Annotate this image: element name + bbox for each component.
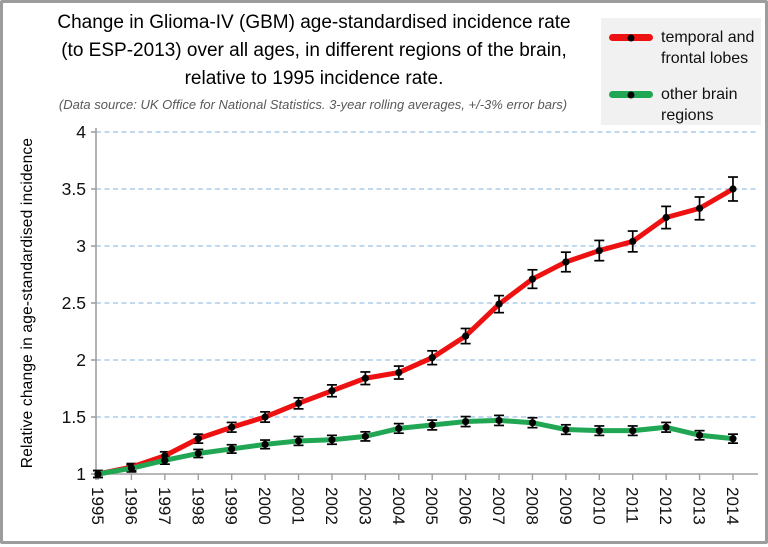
y-tick-label: 2 — [76, 350, 86, 370]
x-tick-label: 1995 — [88, 487, 107, 525]
y-tick-label: 3 — [76, 236, 86, 256]
y-tick-label: 1 — [76, 464, 86, 484]
data-point-marker — [695, 431, 704, 439]
chart-title-line-3: relative to 1995 incidence rate. — [184, 68, 444, 89]
marker-dot-icon — [627, 34, 635, 41]
data-point-marker — [261, 413, 269, 421]
marker-dot-icon — [627, 91, 635, 98]
x-tick-label: 2004 — [389, 487, 408, 525]
data-point-marker — [294, 399, 303, 407]
data-point-marker — [94, 470, 102, 478]
data-point-marker — [161, 456, 169, 464]
data-point-marker — [328, 387, 336, 395]
legend-label: other brain regions — [661, 86, 738, 124]
data-point-marker — [562, 425, 570, 434]
data-point-marker — [361, 374, 369, 382]
data-point-marker — [662, 213, 670, 222]
data-point-marker — [428, 421, 436, 429]
data-point-marker — [395, 424, 403, 432]
data-point-marker — [294, 437, 303, 445]
red-line-sample-icon — [609, 34, 653, 41]
x-tick-label: 2011 — [623, 487, 642, 524]
x-tick-label: 2001 — [289, 487, 308, 525]
data-point-marker — [629, 427, 637, 435]
data-point-marker — [361, 432, 369, 440]
green-line-sample-icon — [609, 91, 653, 98]
x-tick-label: 1999 — [222, 487, 241, 525]
data-point-marker — [194, 435, 202, 443]
x-tick-label: 2000 — [255, 487, 274, 525]
chart-title-line-2: (to ESP-2013) over all ages, in differen… — [61, 40, 567, 61]
chart-subtitle: (Data source: UK Office for National Sta… — [58, 97, 568, 112]
data-point-marker — [395, 368, 403, 377]
legend-label: temporal and frontal lobes — [661, 29, 755, 67]
x-tick-label: 1996 — [121, 487, 140, 525]
series-line-temporal-and-frontal-lobes — [95, 186, 736, 477]
y-tick-label: 1.5 — [62, 407, 86, 427]
y-tick-label: 3.5 — [62, 179, 86, 199]
data-point-marker — [328, 436, 336, 444]
markers-temporal-and-frontal-lobes — [94, 185, 737, 478]
x-tick-label: 2009 — [556, 487, 575, 525]
data-point-marker — [595, 427, 603, 435]
data-point-marker — [228, 445, 236, 453]
data-point-marker — [261, 440, 269, 448]
markers-other-brain-regions — [94, 416, 737, 478]
y-tick-label: 4 — [76, 122, 86, 142]
x-tick-label: 2014 — [723, 487, 742, 525]
data-point-marker — [662, 423, 670, 431]
x-tick-label: 2008 — [522, 487, 541, 525]
data-point-marker — [428, 354, 436, 362]
x-tick-label: 2005 — [422, 487, 441, 525]
data-point-marker — [629, 237, 637, 246]
x-tick-label: 2007 — [489, 487, 508, 525]
x-tick-label: 2003 — [355, 487, 374, 525]
data-point-marker — [228, 423, 236, 431]
legend-item-temporal-frontal: temporal and frontal lobes — [609, 27, 755, 69]
data-point-marker — [194, 449, 202, 458]
data-point-marker — [495, 300, 503, 308]
data-point-marker — [127, 464, 136, 472]
x-tick-label: 2012 — [656, 487, 675, 525]
x-tick-label: 2006 — [456, 487, 475, 525]
x-tick-label: 2013 — [690, 487, 709, 525]
data-point-marker — [562, 258, 570, 266]
data-point-marker — [528, 419, 537, 427]
data-point-marker — [528, 275, 537, 283]
x-tick-label: 2002 — [322, 487, 341, 525]
data-point-marker — [495, 416, 503, 425]
error-bars-temporal-and-frontal-lobes — [93, 176, 738, 479]
x-tick-label: 2010 — [589, 487, 608, 525]
data-point-marker — [729, 435, 737, 443]
chart-legend: temporal and frontal lobes other brain r… — [601, 18, 761, 125]
x-tick-label: 1997 — [155, 487, 174, 525]
chart-title: Change in Glioma-IV (GBM) age-standardis… — [3, 9, 625, 93]
x-tick-label: 1998 — [188, 487, 207, 525]
data-point-marker — [695, 204, 704, 212]
data-point-marker — [729, 185, 737, 193]
chart-title-line-1: Change in Glioma-IV (GBM) age-standardis… — [57, 12, 571, 33]
legend-item-other-regions: other brain regions — [609, 84, 755, 126]
series-line-other-brain-regions — [95, 417, 736, 477]
data-point-marker — [462, 417, 470, 426]
y-tick-label: 2.5 — [62, 293, 86, 313]
data-point-marker — [462, 332, 470, 340]
data-point-marker — [595, 246, 603, 255]
plot-area: 1 1.5 2 2.5 3 3.5 4 1995 1996 1997 1998 1999 2000 200… — [62, 122, 758, 525]
